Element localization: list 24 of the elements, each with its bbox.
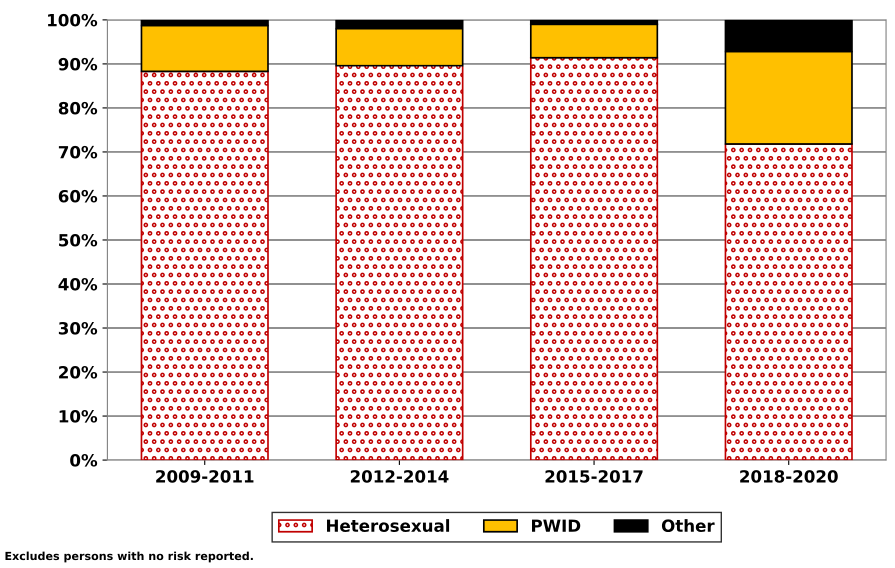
y-tick-label: 100% [48,14,98,26]
x-tick-label: 2015-2017 [546,470,643,483]
y-tick-label: 70% [58,146,98,159]
y-tick-label: 20% [59,366,98,379]
y-tick-label: 30% [58,322,98,335]
bar [530,23,658,59]
y-tick-label: 60% [58,190,98,203]
legend-label: Other [662,519,715,532]
y-tick-label: 90% [58,58,98,70]
y-tick-label: 50% [59,234,98,247]
bar [724,143,853,460]
x-tick-label: 2009-2011 [156,470,254,483]
legend-label: Heterosexual [327,519,450,532]
y-tick-label: 0% [70,454,98,467]
y-tick-label: 80% [58,102,98,114]
text: Excludes persons with no risk reported. [5,552,253,562]
y-tick-label: 40% [58,278,98,291]
bar [140,70,269,460]
y-tick-label: 10% [60,410,98,423]
bar [335,64,464,460]
x-tick-label: 2012-2014 [350,470,448,483]
x-tick-label: 2018-2020 [740,470,838,483]
bar [530,56,658,460]
legend-label: PWID [532,520,580,532]
